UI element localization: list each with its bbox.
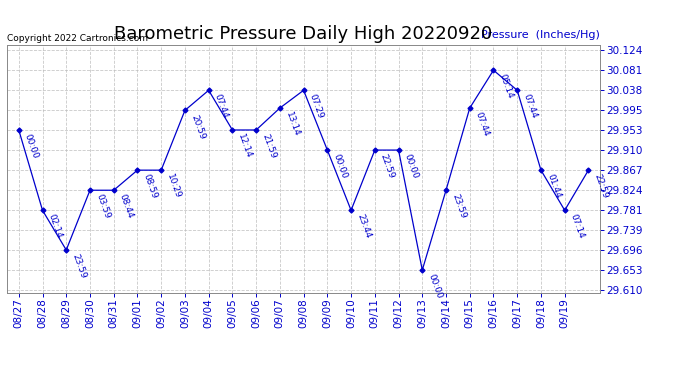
Text: 00:00: 00:00 xyxy=(426,273,444,300)
Text: 00:00: 00:00 xyxy=(331,153,349,180)
Text: 20:59: 20:59 xyxy=(189,113,206,140)
Text: 12:14: 12:14 xyxy=(237,133,254,160)
Text: 07:44: 07:44 xyxy=(522,93,539,120)
Text: 03:59: 03:59 xyxy=(94,193,112,220)
Text: 22:59: 22:59 xyxy=(593,173,610,200)
Text: 08:44: 08:44 xyxy=(118,193,135,220)
Text: 02:14: 02:14 xyxy=(47,213,64,240)
Text: 23:44: 23:44 xyxy=(355,213,373,240)
Text: Pressure  (Inches/Hg): Pressure (Inches/Hg) xyxy=(482,30,600,40)
Text: 23:59: 23:59 xyxy=(70,253,88,280)
Text: 00:00: 00:00 xyxy=(403,153,420,180)
Text: 22:59: 22:59 xyxy=(379,153,396,180)
Text: 08:59: 08:59 xyxy=(141,173,159,200)
Text: 21:59: 21:59 xyxy=(260,133,277,160)
Text: 05:14: 05:14 xyxy=(497,73,515,100)
Text: 07:29: 07:29 xyxy=(308,93,325,120)
Text: 23:59: 23:59 xyxy=(450,193,467,220)
Title: Barometric Pressure Daily High 20220920: Barometric Pressure Daily High 20220920 xyxy=(115,26,493,44)
Text: 07:14: 07:14 xyxy=(569,213,586,240)
Text: 00:00: 00:00 xyxy=(23,133,40,160)
Text: 10:29: 10:29 xyxy=(166,173,183,200)
Text: 07:44: 07:44 xyxy=(213,93,230,120)
Text: 07:44: 07:44 xyxy=(474,111,491,138)
Text: Copyright 2022 Cartronics.com: Copyright 2022 Cartronics.com xyxy=(7,33,148,42)
Text: 01:44: 01:44 xyxy=(545,173,562,200)
Text: 13:14: 13:14 xyxy=(284,111,302,138)
